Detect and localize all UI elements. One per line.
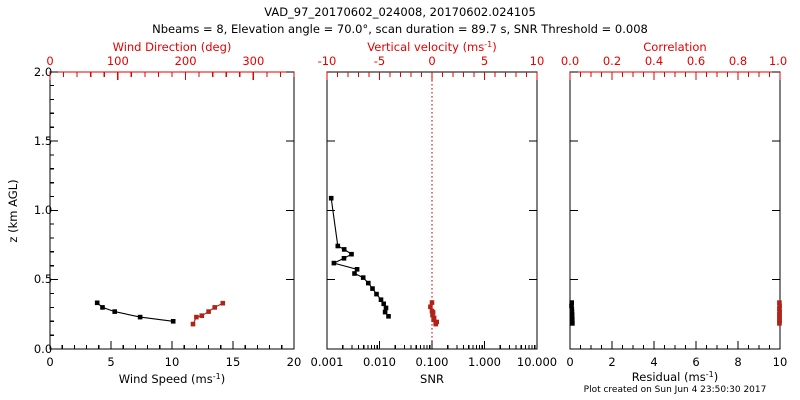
panel-wind: 0 100 200 300 Wind Direction (deg) 0 5 1… [46,40,301,386]
snr-axis-label: SNR [420,372,444,386]
y-tick-label: 1.0 [34,203,52,217]
vertical-velocity-tick-label: 5 [481,54,488,68]
panel-snr: -10 -5 0 5 10 Vertical velocity (ms-1) 0… [311,40,558,386]
residual-tick-label: 10 [773,355,788,369]
wind-dir-tick-label: 200 [175,54,197,68]
correlation-tick-label: 0.4 [645,54,663,68]
wind-speed-tick-label: 15 [226,355,241,369]
correlation-series [777,300,782,326]
panel-wind-right-ticks [286,71,294,350]
panel-residual-side-ticks [570,71,780,350]
plot-created-footer: Plot created on Sun Jun 4 23:50:30 2017 [584,385,767,395]
snr-series [328,195,391,319]
y-tick-label: 1.5 [34,134,52,148]
vertical-velocity-series [428,300,439,327]
figure-subtitle: Nbeams = 8, Elevation angle = 70.0°, sca… [152,22,648,36]
wind-dir-tick-label: 100 [107,54,129,68]
correlation-axis-label: Correlation [643,40,706,54]
panel-snr-top-ticks [326,72,538,80]
snr-tick-label: 10.000 [517,355,557,369]
vertical-velocity-tick-label: 10 [530,54,545,68]
correlation-tick-label: 1.0 [769,54,787,68]
panel-snr-bottom-ticks [326,341,538,349]
correlation-tick-label: 0.2 [603,54,621,68]
snr-tick-label: 0.001 [311,355,344,369]
wind-speed-axis-label: Wind Speed (ms-1) [119,372,225,386]
residual-tick-label: 8 [734,355,741,369]
vertical-velocity-tick-label: 0 [428,54,435,68]
wind-direction-axis-label: Wind Direction (deg) [113,40,232,54]
residual-tick-label: 0 [566,355,573,369]
panel-snr-side-ticks [327,71,537,350]
residual-series [569,300,575,326]
panel-wind-frame [49,71,295,350]
snr-tick-label: 0.010 [363,355,396,369]
wind-speed-tick-label: 10 [165,355,180,369]
wind-dir-tick-label: 300 [242,54,264,68]
y-axis-ticklabels: 2.0 1.5 1.0 0.5 0.0 [34,65,52,356]
wind-dir-tick-label: 0 [46,54,53,68]
figure-title: VAD_97_20170602_024008, 20170602.024105 [264,5,536,19]
wind-speed-tick-label: 0 [46,355,53,369]
correlation-tick-label: 0.6 [687,54,705,68]
wind-speed-tick-label: 5 [107,355,114,369]
correlation-tick-label: 0.8 [729,54,747,68]
snr-tick-label: 1.000 [468,355,501,369]
y-axis-label: z (km AGL) [6,179,20,242]
wind-speed-tick-label: 20 [287,355,302,369]
vertical-velocity-tick-label: -5 [374,54,385,68]
panel-residual-bottom-ticks [569,341,781,349]
residual-tick-label: 4 [650,355,657,369]
wind-speed-series [94,300,176,324]
residual-tick-label: 2 [608,355,615,369]
snr-tick-label: 0.100 [416,355,449,369]
panel-wind-bottom-ticks [49,341,295,349]
panel-residual-frame [569,71,781,350]
panel-residual: 0.0 0.2 0.4 0.6 0.8 1.0 Correlation 0 2 … [561,40,787,384]
correlation-tick-label: 0.0 [561,54,579,68]
panel-wind-left-ticks [50,71,58,350]
residual-tick-label: 6 [692,355,699,369]
y-tick-label: 2.0 [34,65,52,79]
residual-axis-label: Residual (ms-1) [632,370,718,384]
wind-direction-series [190,300,226,327]
panel-residual-top-ticks [569,72,781,80]
y-tick-label: 0.0 [34,342,52,356]
vertical-velocity-axis-label: Vertical velocity (ms-1) [367,40,496,54]
vertical-velocity-tick-label: -10 [318,54,337,68]
y-tick-label: 0.5 [34,272,52,286]
panel-wind-top-ticks [49,72,295,80]
